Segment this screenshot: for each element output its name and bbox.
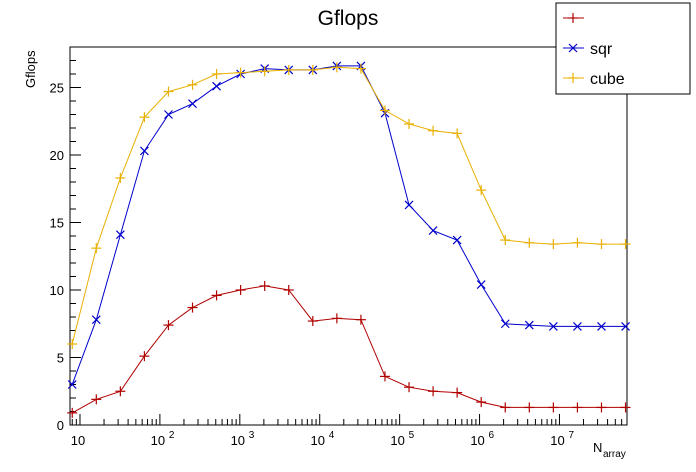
x-axis-title: N array <box>593 440 626 460</box>
data-point <box>428 226 438 236</box>
data-point <box>572 322 582 331</box>
legend-label: cube <box>590 71 625 88</box>
data-point <box>548 322 558 331</box>
x-tick-label: 10 <box>310 433 324 448</box>
series-sqr <box>67 61 630 389</box>
data-point <box>164 110 173 119</box>
x-tick-label-exponent: 3 <box>249 430 255 441</box>
y-tick-label: 10 <box>50 283 64 298</box>
y-tick-label: 5 <box>57 351 64 366</box>
x-axis-title-subscript: array <box>603 449 626 460</box>
x-tick-label-exponent: 6 <box>489 430 495 441</box>
data-point <box>188 99 197 109</box>
legend-label: sqr <box>590 41 613 58</box>
chart-title: Gflops <box>318 7 379 30</box>
data-point <box>67 380 77 389</box>
series-line-sqr <box>71 65 626 385</box>
x-tick-label-exponent: 2 <box>169 430 175 441</box>
axes: 0 5 10 15 20 25 10 10 2 10 3 10 4 10 5 10 6 10 7 <box>50 46 628 448</box>
y-tick-label: 20 <box>50 148 64 163</box>
data-point <box>524 320 534 330</box>
x-tick-label: 10 <box>151 433 165 448</box>
data-point <box>139 146 149 156</box>
x-tick-label: 10 <box>390 433 404 448</box>
data-point <box>452 235 462 245</box>
y-tick-label: 15 <box>50 216 64 231</box>
data-point <box>91 315 101 325</box>
x-tick-label-exponent: 7 <box>568 430 574 441</box>
data-point <box>212 81 222 91</box>
x-tick-label-exponent: 4 <box>329 430 335 441</box>
series-line-base <box>71 285 626 414</box>
series-layer <box>67 61 631 418</box>
series-base <box>67 280 631 418</box>
data-point <box>404 200 414 210</box>
data-point <box>115 230 125 240</box>
y-axis-title: Gflops <box>23 50 38 88</box>
series-cube <box>67 62 631 349</box>
x-axis-title-main: N <box>593 440 602 455</box>
y-tick-label: 25 <box>50 81 64 96</box>
legend: sqr cube <box>555 2 691 95</box>
x-tick-label: 10 <box>550 433 564 448</box>
series-line-cube <box>71 66 626 345</box>
x-tick-label: 10 <box>71 433 85 448</box>
legend-marker <box>568 43 578 53</box>
data-point <box>597 322 606 331</box>
plot-frame <box>69 46 628 426</box>
y-tick-label: 0 <box>57 418 64 433</box>
data-point <box>500 319 510 329</box>
data-point <box>476 280 486 290</box>
data-point <box>621 322 630 331</box>
x-tick-label-exponent: 5 <box>409 430 415 441</box>
x-tick-label: 10 <box>231 433 245 448</box>
x-tick-label: 10 <box>470 433 484 448</box>
